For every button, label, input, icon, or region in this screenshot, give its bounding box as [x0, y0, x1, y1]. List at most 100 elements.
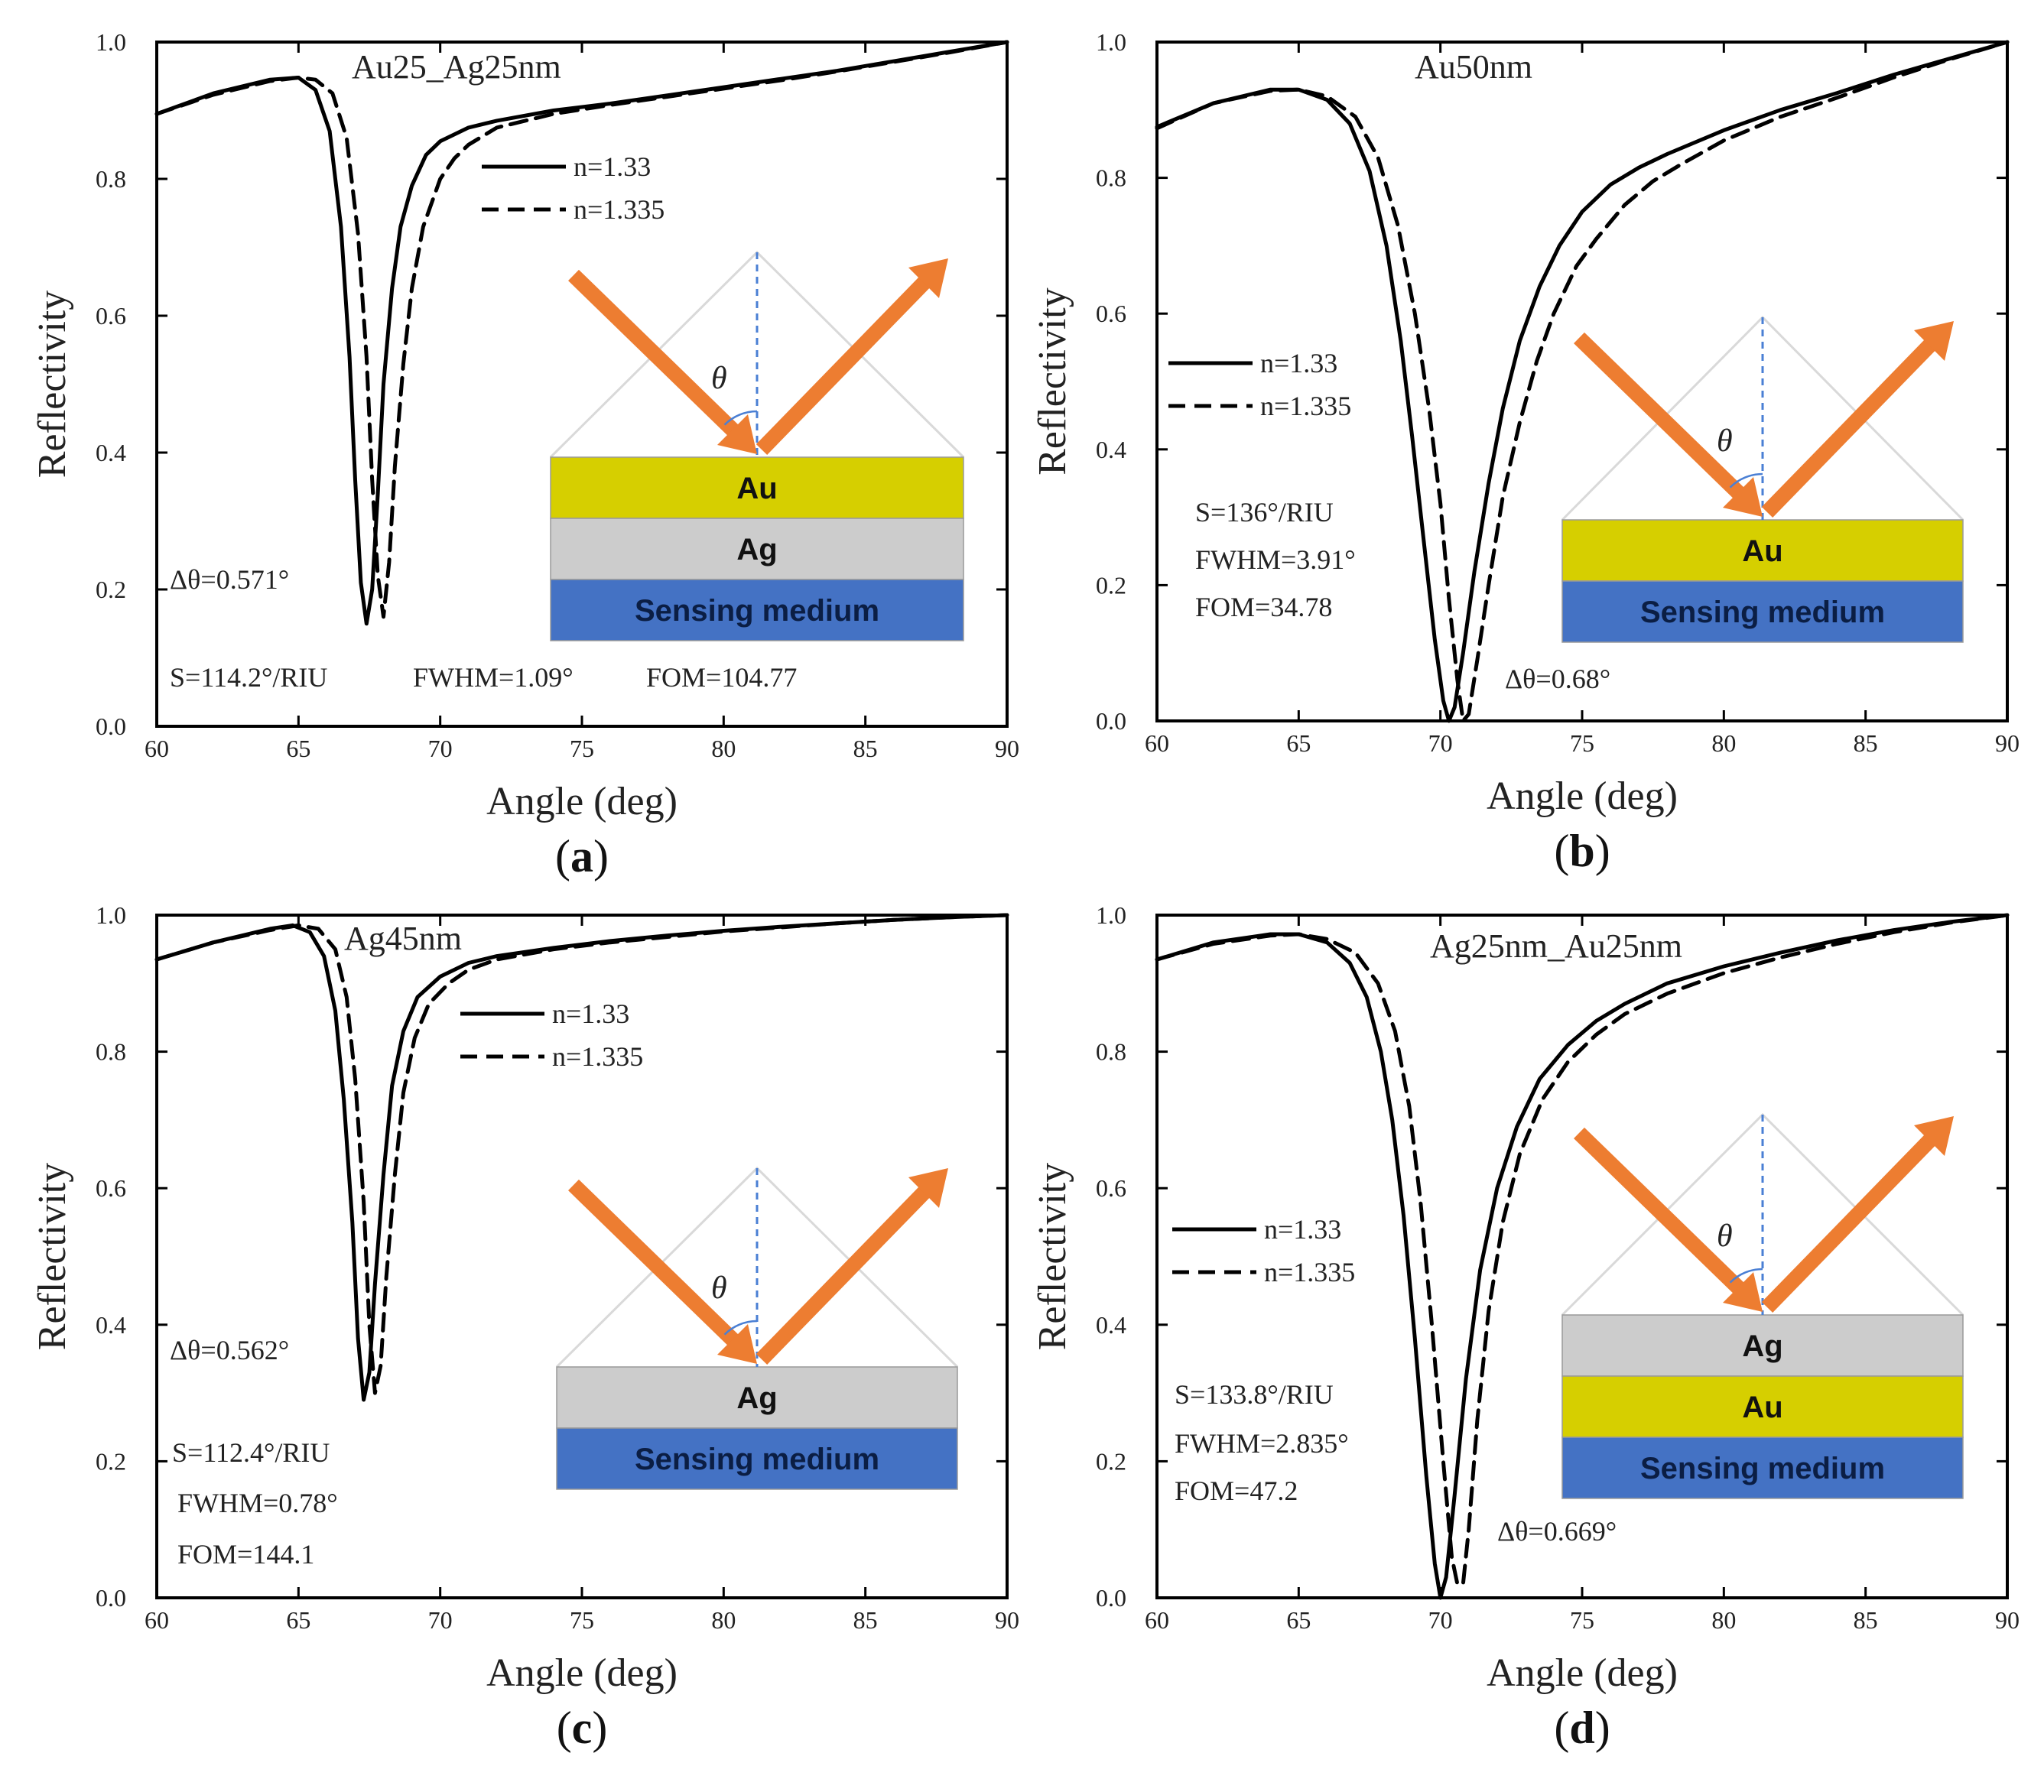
series-line-n1335: [154, 913, 1009, 1395]
reflected-beam-arrow: [1761, 1131, 1940, 1313]
legend: n=1.33 n=1.335: [482, 151, 665, 225]
series-line-n133: [154, 913, 1009, 1402]
reflected-arrowhead: [908, 1168, 948, 1208]
fwhm-annotation: FWHM=3.91°: [1195, 544, 1356, 575]
fwhm-annotation: FWHM=1.09°: [413, 662, 574, 693]
ticks: 60 65 70 75 80 85 90 0.0 0.2 0.4 0.6 0.8 1.0: [96, 901, 1019, 1634]
fwhm-annotation: FWHM=0.78°: [177, 1488, 338, 1518]
x-tick-label: 85: [1854, 1606, 1878, 1634]
panel-title: Ag25nm_Au25nm: [1430, 927, 1682, 965]
theta-arc: [1729, 472, 1763, 489]
x-tick-label: 80: [1711, 729, 1736, 757]
series-group: [1155, 40, 2010, 723]
y-tick-label: 0.4: [96, 439, 126, 466]
fom-annotation: FOM=144.1: [177, 1539, 314, 1570]
theta-arc: [723, 1320, 758, 1336]
x-tick-label: 80: [711, 1606, 736, 1634]
inset-diagram: Au Ag Sensing medium θ: [549, 250, 965, 641]
x-tick-label: 65: [286, 1606, 310, 1634]
panel-label: (a): [555, 831, 609, 881]
layer-label-sensing-medium: Sensing medium: [635, 1443, 879, 1476]
theta-symbol: θ: [711, 1271, 727, 1306]
y-tick-label: 0.6: [1096, 1174, 1126, 1202]
panel-title: Ag45nm: [344, 920, 462, 957]
ticks: 60 65 70 75 80 85 90 0.0 0.2 0.4 0.6 0.8 1.0: [1096, 901, 2020, 1634]
y-tick-label: 0.4: [1096, 1311, 1126, 1339]
x-tick-label: 70: [1428, 729, 1453, 757]
y-tick-label: 0.2: [96, 1447, 126, 1475]
layer-sensing-medium: [556, 1427, 958, 1490]
fom-annotation: FOM=34.78: [1195, 592, 1332, 622]
layer-label-au: Au: [736, 472, 777, 505]
series-line-n1335: [1155, 913, 2010, 1586]
annotations: Δθ=0.562° S=112.4°/RIU FWHM=0.78° FOM=144.1: [170, 1335, 338, 1570]
y-tick-label: 0.6: [96, 302, 126, 330]
reflected-beam-arrow: [756, 1183, 934, 1365]
incident-beam-arrow: [568, 269, 743, 440]
incident-arrowhead: [717, 1324, 757, 1364]
x-tick-label: 60: [145, 735, 169, 762]
delta-theta-annotation: Δθ=0.571°: [170, 564, 289, 595]
x-tick-label: 75: [570, 735, 594, 762]
y-tick-label: 0.8: [1096, 1038, 1126, 1066]
theta-symbol: θ: [1717, 1219, 1733, 1254]
x-tick-label: 80: [1711, 1606, 1736, 1634]
x-tick-label: 60: [1145, 1606, 1169, 1634]
y-tick-label: 0.0: [96, 1584, 126, 1612]
legend-label: n=1.33: [574, 151, 651, 182]
legend-label: n=1.335: [1264, 1257, 1355, 1287]
theta-arc: [1729, 1268, 1763, 1284]
layer-ag: [1561, 1314, 1964, 1377]
layer-label-ag: Ag: [1742, 1329, 1782, 1363]
fom-annotation: FOM=104.77: [646, 662, 797, 693]
panel-title: Au25_Ag25nm: [352, 48, 561, 86]
series-line-n133: [1155, 40, 2010, 723]
y-tick-label: 0.0: [96, 713, 126, 740]
theta-symbol: θ: [1717, 424, 1733, 459]
reflected-arrowhead: [1914, 321, 1954, 361]
panel-d: Ag Au Sensing medium θ 60 65 70 75 80 85 90 0.0 0.2 0…: [1031, 901, 2020, 1753]
layer-ag: [550, 518, 964, 580]
y-tick-label: 1.0: [96, 901, 126, 929]
sensitivity-annotation: S=136°/RIU: [1195, 497, 1334, 528]
y-tick-label: 1.0: [1096, 28, 1126, 56]
x-axis-title: Angle (deg): [1487, 1651, 1678, 1695]
delta-theta-annotation: Δθ=0.562°: [170, 1335, 289, 1365]
x-tick-label: 85: [853, 1606, 878, 1634]
layer-au: [1561, 519, 1964, 582]
x-tick-label: 70: [1428, 1606, 1453, 1634]
ticks: 60 65 70 75 80 85 90 0.0 0.2 0.4 0.6 0.8 1.0: [1096, 28, 2020, 757]
layer-label-ag: Ag: [736, 533, 777, 566]
legend-label: n=1.33: [1260, 348, 1337, 378]
layer-sensing-medium: [1561, 1437, 1964, 1499]
y-axis-title: Reflectivity: [31, 291, 74, 478]
legend: n=1.33 n=1.335: [1172, 1214, 1355, 1287]
y-tick-label: 0.2: [96, 576, 126, 603]
incident-arrowhead: [1723, 1272, 1763, 1312]
legend-label: n=1.33: [552, 998, 629, 1029]
series-group: [1155, 913, 2010, 1600]
layer-label-au: Au: [1742, 1391, 1782, 1424]
x-axis-title: Angle (deg): [486, 780, 678, 823]
legend: n=1.33 n=1.335: [1168, 348, 1351, 421]
fwhm-annotation: FWHM=2.835°: [1175, 1428, 1349, 1459]
inset-diagram: Ag Sensing medium θ: [555, 1166, 959, 1490]
inset-diagram: Au Sensing medium θ: [1561, 315, 1964, 643]
series-line-n133: [1155, 913, 2010, 1600]
sensitivity-annotation: S=112.4°/RIU: [172, 1437, 330, 1468]
incident-arrowhead: [1723, 477, 1763, 517]
theta-symbol: θ: [711, 361, 727, 396]
legend-label: n=1.335: [552, 1041, 643, 1072]
incident-beam-arrow: [568, 1179, 743, 1350]
x-tick-label: 85: [1854, 729, 1878, 757]
layer-sensing-medium: [1561, 580, 1964, 643]
panel-title: Au50nm: [1415, 48, 1532, 86]
y-tick-label: 0.2: [1096, 571, 1126, 599]
annotations: Δθ=0.669° S=133.8°/RIU FWHM=2.835° FOM=47.2: [1175, 1379, 1617, 1547]
layer-label-sensing-medium: Sensing medium: [1640, 1452, 1885, 1485]
y-tick-label: 1.0: [96, 28, 126, 56]
x-tick-label: 75: [570, 1606, 594, 1634]
x-tick-label: 65: [1286, 1606, 1311, 1634]
x-tick-label: 90: [995, 1606, 1019, 1634]
annotations: Δθ=0.68° S=136°/RIU FWHM=3.91° FOM=34.78: [1195, 497, 1610, 694]
